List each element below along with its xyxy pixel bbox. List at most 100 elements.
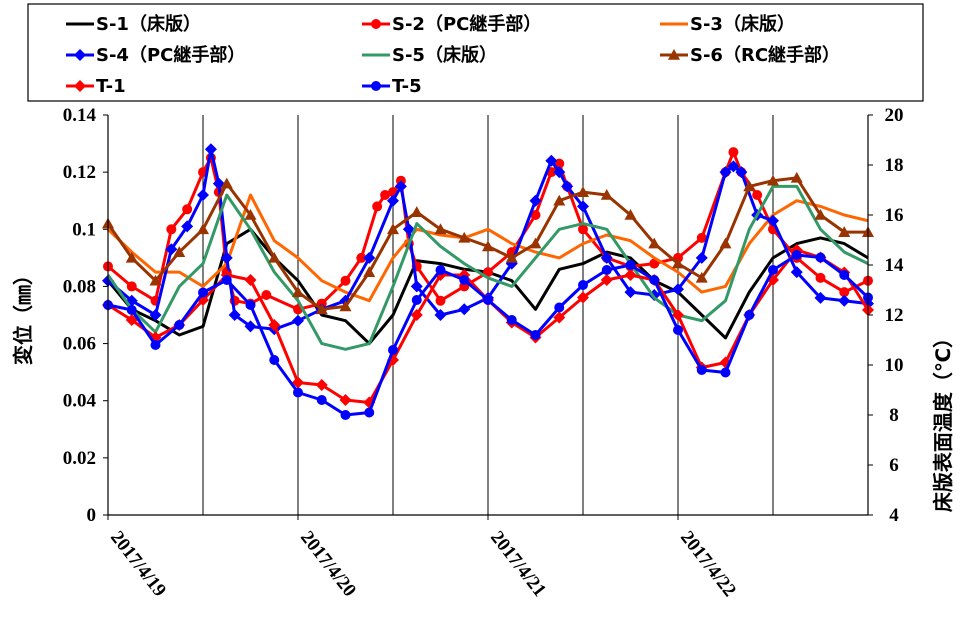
data-point: [197, 223, 209, 235]
legend-label: S-3（床版）: [690, 13, 795, 35]
data-point: [578, 224, 588, 235]
legend: S-1（床版） S-2（PC継手部） S-3（床版） S-4（PC継手部） S-5（床版…: [27, 3, 924, 102]
left-axis-ticks: 0 0.02 0.04 0.06 0.08 0.1 0.12 0.14: [63, 105, 108, 526]
legend-entry-s-1-床版: S-1（床版）: [66, 13, 201, 35]
left-tick-label: 0.12: [63, 162, 96, 183]
data-point: [744, 310, 755, 320]
series-s-3-床版: [106, 193, 869, 303]
series-line-s-5-床版: [106, 184, 869, 351]
data-point: [204, 143, 217, 156]
data-point: [815, 252, 826, 263]
data-point: [483, 295, 493, 305]
data-point: [839, 287, 850, 298]
data-point: [410, 280, 423, 293]
legend-swatch-marker: [74, 49, 86, 61]
data-point: [695, 271, 708, 283]
data-point: [672, 283, 684, 296]
data-point: [292, 376, 304, 389]
data-point: [600, 189, 613, 200]
data-point: [735, 166, 748, 179]
data-point: [719, 237, 732, 249]
data-point: [388, 345, 398, 355]
data-point: [434, 223, 447, 235]
data-point: [244, 209, 257, 220]
data-point: [695, 251, 708, 264]
data-point: [506, 315, 517, 325]
data-point: [339, 300, 352, 312]
data-point: [553, 311, 566, 324]
data-point: [790, 266, 803, 279]
legend-label: S-2（PC継手部）: [392, 13, 541, 35]
left-tick-label: 0.02: [63, 448, 96, 469]
data-point: [529, 237, 542, 249]
data-point: [380, 190, 391, 200]
data-point: [339, 394, 352, 406]
data-point: [482, 240, 494, 252]
legend-label: T-5: [392, 76, 422, 97]
legend-label: T-1: [96, 76, 126, 97]
data-point: [435, 265, 446, 275]
data-point: [814, 291, 827, 304]
data-point: [315, 303, 328, 315]
right-tick-label: 6: [889, 455, 899, 476]
left-tick-label: 0.1: [72, 219, 96, 240]
data-point: [173, 246, 186, 257]
data-point: [649, 275, 660, 285]
legend-entry-s-4-pc継手部: S-4（PC継手部）: [66, 44, 245, 66]
data-point: [838, 294, 851, 307]
series-s-6-rc継手部: [102, 171, 874, 315]
legend-swatch-marker: [371, 19, 381, 29]
data-point: [459, 275, 470, 285]
data-point: [554, 302, 565, 313]
data-point: [696, 232, 707, 243]
series-s-5-床版: [106, 184, 869, 351]
data-point: [244, 320, 257, 333]
data-point: [624, 209, 637, 220]
data-point: [126, 281, 137, 292]
right-tick-label: 18: [885, 155, 904, 176]
data-point: [292, 314, 304, 327]
legend-entry-s-5-床版: S-5（床版）: [362, 44, 497, 66]
data-point: [791, 250, 802, 260]
data-point: [150, 340, 161, 350]
data-point: [600, 251, 613, 264]
left-tick-label: 0.08: [63, 276, 96, 297]
data-point: [814, 209, 827, 220]
data-point: [149, 309, 162, 321]
data-point: [625, 260, 636, 270]
series-t-5: [103, 250, 873, 420]
data-point: [719, 166, 732, 179]
data-point: [340, 275, 351, 286]
series-s-4-pc継手部: [102, 143, 874, 336]
right-tick-label: 4: [889, 505, 899, 526]
right-tick-label: 12: [885, 305, 904, 326]
data-point: [648, 237, 661, 249]
data-point: [221, 275, 232, 285]
data-point: [767, 174, 779, 186]
data-point: [529, 194, 542, 207]
data-point: [720, 367, 731, 378]
data-point: [364, 407, 375, 418]
data-point: [727, 160, 740, 173]
data-point: [743, 180, 756, 192]
data-point: [728, 147, 739, 158]
legend-entry-t-1: T-1: [66, 76, 126, 97]
legend-label: S-4（PC継手部）: [96, 44, 245, 66]
data-point: [387, 223, 399, 235]
data-point: [839, 270, 850, 280]
data-point: [244, 274, 257, 286]
legend-entry-t-5: T-5: [362, 76, 422, 97]
data-point: [292, 286, 304, 297]
data-point: [126, 305, 137, 315]
data-point: [600, 274, 613, 286]
data-point: [553, 166, 566, 179]
right-tick-label: 14: [885, 255, 905, 276]
right-tick-label: 10: [885, 355, 904, 376]
data-point: [268, 251, 281, 263]
data-point: [545, 154, 558, 167]
data-point: [672, 309, 684, 321]
legend-entry-s-2-pc継手部: S-2（PC継手部）: [362, 13, 541, 35]
data-point: [245, 300, 256, 310]
data-point: [182, 204, 193, 215]
